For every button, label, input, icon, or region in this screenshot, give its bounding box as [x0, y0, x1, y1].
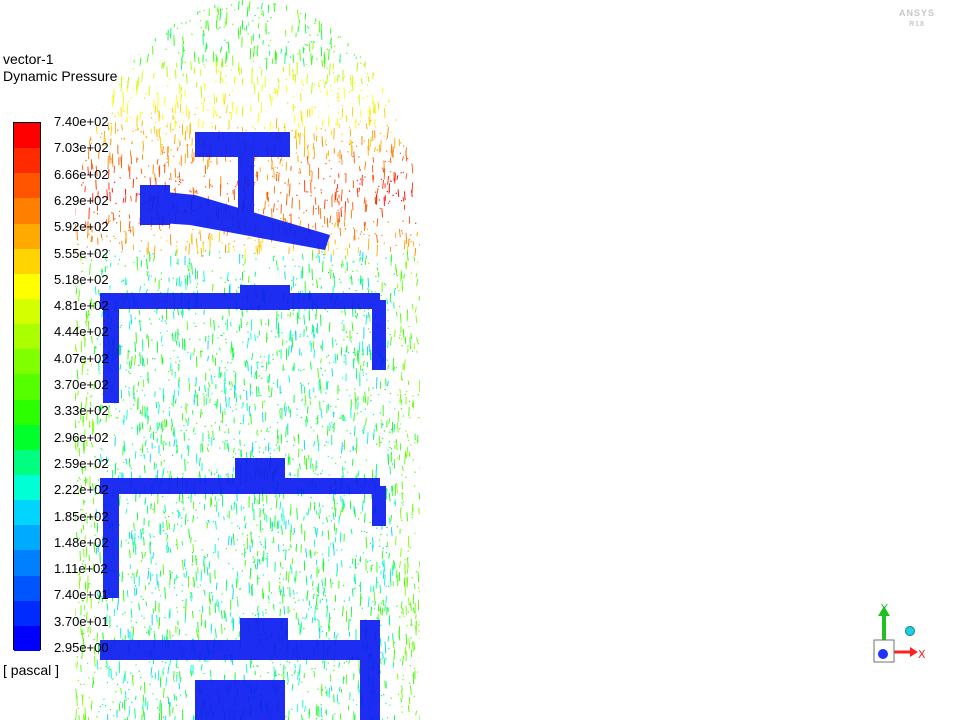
legend-swatch [14, 550, 40, 577]
legend-tick-label: 2.22e+02 [54, 482, 109, 498]
legend-tick-label: 7.40e+01 [54, 587, 109, 603]
legend-tick-label: 3.70e+02 [54, 377, 109, 392]
legend-swatch [14, 248, 40, 275]
legend-swatch [14, 299, 40, 325]
legend-tick-label: 7.40e+02 [54, 114, 109, 129]
legend-swatch [14, 449, 40, 476]
legend-swatch [14, 424, 40, 451]
legend-tick-label: 7.03e+02 [54, 140, 109, 156]
legend-tick-label: 1.11e+02 [54, 561, 108, 577]
y-axis-label: Y [880, 602, 888, 615]
legend-tick-label: 2.96e+02 [54, 429, 109, 445]
legend-swatch [14, 198, 40, 225]
legend-tick-label: 3.70e+01 [54, 613, 109, 629]
legend-swatch [14, 273, 40, 300]
legend-tick-label: 1.85e+02 [54, 508, 109, 524]
legend-swatch [14, 625, 40, 652]
legend-swatch [14, 123, 40, 149]
legend-tick-label: 6.29e+02 [54, 192, 109, 208]
color-legend-bar [13, 122, 41, 652]
legend-swatch [14, 525, 40, 551]
variable-name-label: Dynamic Pressure [3, 68, 118, 84]
z-axis-marker [878, 649, 888, 659]
axis-triad[interactable]: Y X [862, 600, 952, 672]
legend-tick-label: 2.59e+02 [54, 455, 109, 471]
velocity-vectors [75, 0, 420, 720]
view-sphere-icon[interactable] [905, 626, 915, 636]
legend-tick-label: 5.92e+02 [54, 219, 109, 235]
legend-swatch [14, 324, 40, 350]
internal-structure [100, 132, 386, 720]
legend-tick-label: 1.48e+02 [54, 534, 109, 550]
legend-tick-label: 6.66e+02 [54, 166, 109, 182]
legend-tick-label: 4.81e+02 [54, 298, 109, 314]
object-name-label: vector-1 [3, 51, 54, 67]
legend-swatch [14, 349, 40, 375]
legend-swatch [14, 374, 40, 401]
legend-tick-label: 5.18e+02 [54, 271, 109, 287]
x-axis-label: X [918, 648, 926, 661]
legend-tick-label: 4.44e+02 [54, 324, 109, 340]
legend-swatch [14, 399, 40, 426]
legend-swatch [14, 173, 40, 199]
legend-tick-label: 2.95e+00 [54, 640, 109, 655]
legend-unit-label: [ pascal ] [3, 662, 60, 678]
legend-swatch [14, 575, 40, 602]
legend-tick-label: 4.07e+02 [54, 350, 109, 366]
legend-swatch [14, 148, 40, 174]
legend-swatch [14, 500, 40, 526]
legend-swatch [14, 475, 40, 501]
ansys-logo: ANSYS R18 [899, 8, 936, 28]
legend-tick-label: 5.55e+02 [54, 245, 109, 261]
y-axis-arrow: Y [878, 602, 890, 644]
legend-swatch [14, 223, 40, 250]
legend-swatch [14, 600, 40, 627]
legend-tick-label: 3.33e+02 [54, 403, 109, 419]
